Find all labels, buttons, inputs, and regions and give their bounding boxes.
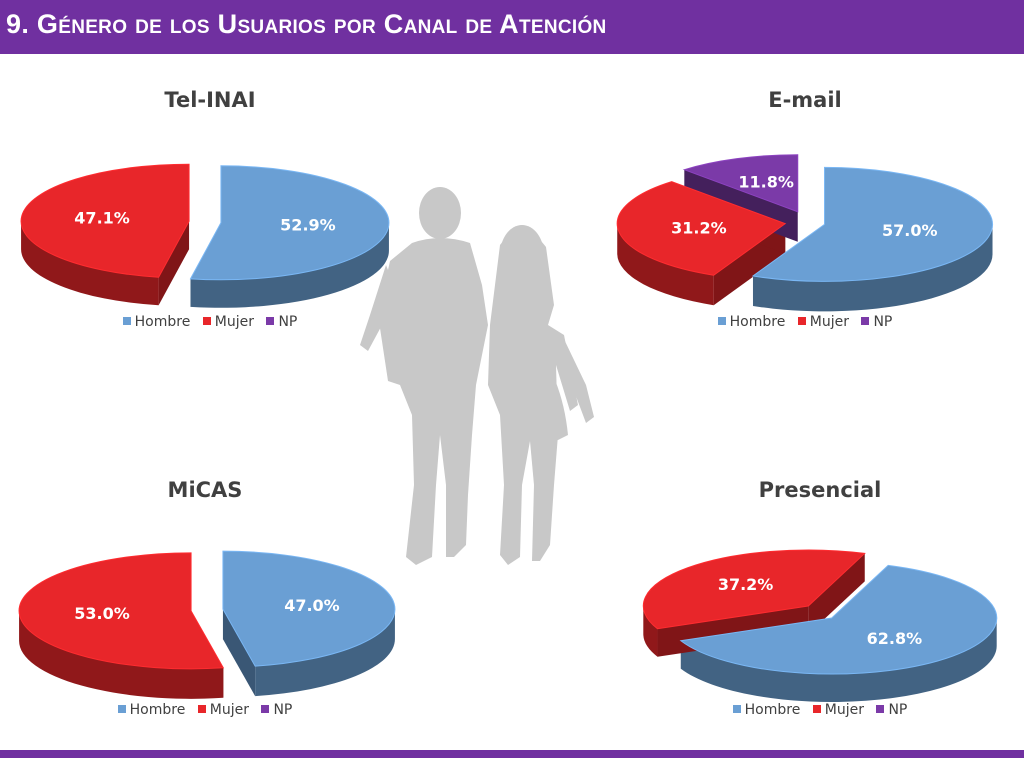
pie-slice-np bbox=[682, 154, 799, 213]
chart-legend: Hombre Mujer NP bbox=[615, 314, 995, 330]
legend-item-hombre: Hombre bbox=[117, 702, 185, 718]
data-label-hombre: 47.0% bbox=[284, 596, 340, 615]
data-label-hombre: 52.9% bbox=[280, 216, 336, 235]
pie-chart: 52.9% 47.1% bbox=[20, 163, 390, 308]
chart-micas: MiCAS 47.0% 53.0% Hombre Mujer NP bbox=[15, 478, 396, 748]
pie-slice-mujer bbox=[20, 163, 190, 278]
chart-title: MiCAS bbox=[167, 478, 243, 502]
pie-slice-hombre bbox=[189, 165, 390, 281]
pie-chart: 47.0% 53.0% bbox=[18, 550, 396, 699]
chart-title: Presencial bbox=[758, 478, 882, 502]
chart-legend: Hombre Mujer NP bbox=[630, 702, 1010, 718]
legend-item-hombre: Hombre bbox=[732, 702, 800, 718]
pie-slice-hombre bbox=[751, 166, 993, 282]
legend-item-np: NP bbox=[266, 314, 297, 330]
data-label-hombre: 57.0% bbox=[882, 221, 938, 240]
data-label-mujer: 31.2% bbox=[671, 218, 727, 237]
couple-silhouette-icon bbox=[360, 187, 594, 565]
legend-item-np: NP bbox=[861, 314, 892, 330]
chart-tel-inai: Tel-INAI 52.9% 47.1% Hombre Mujer NP bbox=[20, 88, 400, 358]
data-label-np: 11.8% bbox=[738, 173, 794, 192]
legend-item-hombre: Hombre bbox=[717, 314, 785, 330]
pie-chart: 57.0% 31.2% 11.8% bbox=[616, 154, 993, 312]
pie-slice-mujer bbox=[642, 549, 866, 630]
footer-bar bbox=[0, 750, 1024, 758]
pie-slice-side-hombre bbox=[222, 609, 395, 697]
data-label-mujer: 37.2% bbox=[718, 575, 774, 594]
data-label-hombre: 62.8% bbox=[867, 629, 923, 648]
legend-item-np: NP bbox=[876, 702, 907, 718]
pie-chart: 62.8% 37.2% bbox=[642, 549, 998, 703]
legend-item-hombre: Hombre bbox=[122, 314, 190, 330]
legend-item-np: NP bbox=[261, 702, 292, 718]
chart-legend: Hombre Mujer NP bbox=[15, 702, 395, 718]
pie-slice-mujer bbox=[18, 552, 225, 670]
legend-item-mujer: Mujer bbox=[197, 702, 249, 718]
legend-item-mujer: Mujer bbox=[797, 314, 849, 330]
legend-item-mujer: Mujer bbox=[202, 314, 254, 330]
header-bar: 9. Género de los Usuarios por Canal de A… bbox=[0, 0, 1024, 54]
pie-slice-hombre bbox=[679, 564, 998, 675]
pie-slice-hombre bbox=[222, 550, 396, 667]
data-label-mujer: 47.1% bbox=[74, 208, 130, 227]
page-title: 9. Género de los Usuarios por Canal de A… bbox=[6, 9, 607, 39]
pie-slice-mujer bbox=[616, 181, 787, 276]
pie-slice-side-mujer bbox=[21, 221, 190, 306]
legend-item-mujer: Mujer bbox=[812, 702, 864, 718]
chart-presencial: Presencial 62.8% 37.2% Hombre Mujer NP bbox=[630, 478, 1010, 748]
chart-title: Tel-INAI bbox=[164, 88, 256, 112]
data-label-mujer: 53.0% bbox=[74, 604, 130, 623]
chart-title: E-mail bbox=[768, 88, 842, 112]
chart-email: E-mail 57.0% 31.2% 11.8% Hombre Mujer NP bbox=[615, 88, 995, 358]
chart-legend: Hombre Mujer NP bbox=[20, 314, 400, 330]
